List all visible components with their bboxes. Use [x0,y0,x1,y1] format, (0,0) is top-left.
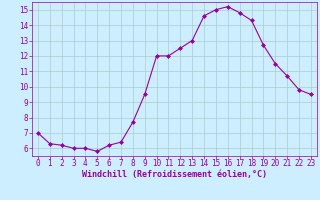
X-axis label: Windchill (Refroidissement éolien,°C): Windchill (Refroidissement éolien,°C) [82,170,267,179]
